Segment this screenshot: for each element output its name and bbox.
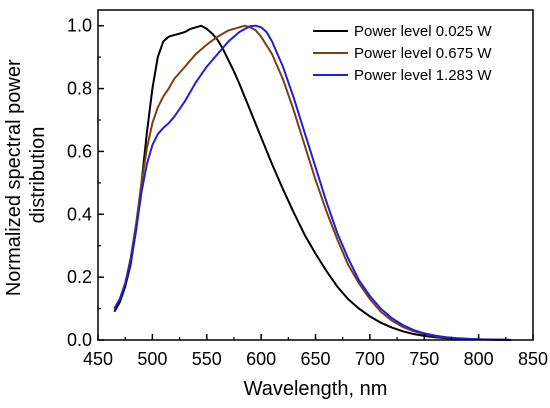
y-tick-label: 0.6 <box>67 141 92 161</box>
y-tick-label: 1.0 <box>67 16 92 36</box>
x-tick-label: 650 <box>300 349 330 369</box>
y-axis-title: Normalized spectral power distribution <box>3 54 49 296</box>
legend-label-1: Power level 0.025 W <box>354 23 492 40</box>
x-axis-title: Wavelength, nm <box>244 378 388 400</box>
x-tick-label: 600 <box>246 349 276 369</box>
y-tick-label: 0.0 <box>67 330 92 350</box>
x-tick-label: 800 <box>464 349 494 369</box>
y-tick-label: 0.8 <box>67 79 92 99</box>
legend-label-2: Power level 0.675 W <box>354 45 492 62</box>
y-axis-title-line-1: Normalized spectral power <box>3 59 25 296</box>
x-tick-label: 750 <box>409 349 439 369</box>
series-line-3 <box>113 24 512 341</box>
legend: Power level 0.025 W Power level 0.675 W Po… <box>313 23 492 84</box>
x-tick-label: 850 <box>518 349 548 369</box>
x-tick-label: 450 <box>83 349 113 369</box>
series-layer <box>113 24 512 341</box>
ticks-layer: 450 500 550 600 650 700 750 800 850 0.0 0.2 0.4 0.6 0… <box>67 16 548 369</box>
y-axis-title-line-2: distribution <box>27 127 49 224</box>
x-tick-label: 500 <box>137 349 167 369</box>
legend-label-3: Power level 1.283 W <box>354 67 492 84</box>
x-tick-label: 700 <box>355 349 385 369</box>
x-tick-label: 550 <box>192 349 222 369</box>
y-tick-label: 0.2 <box>67 267 92 287</box>
series-line-1 <box>113 24 512 341</box>
y-tick-label: 0.4 <box>67 204 92 224</box>
